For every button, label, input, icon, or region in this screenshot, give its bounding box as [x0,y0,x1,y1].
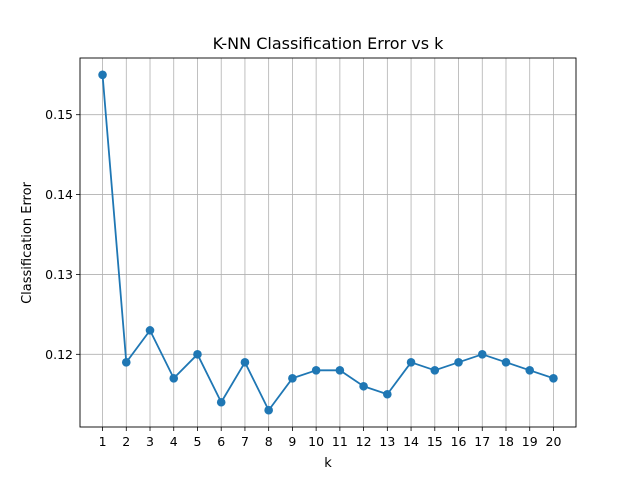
x-axis-label: k [324,456,332,471]
plot-frame [79,57,577,428]
data-point [169,373,179,383]
y-tick-label: 0.14 [45,187,73,202]
data-point [549,373,558,383]
data-point [383,389,392,399]
x-tick-label: 5 [193,434,201,449]
x-tick-label: 9 [288,434,296,449]
y-axis-label: Classification Error [20,181,35,303]
data-point [335,365,345,375]
x-tick-label: 2 [122,434,130,449]
data-point [454,358,463,367]
x-tick-label: 13 [379,434,395,449]
data-point [264,405,273,415]
data-point [501,358,511,367]
data-point [216,397,226,407]
data-point [430,365,440,375]
y-tick-label: 0.12 [45,347,73,362]
x-tick-label: 15 [427,434,443,449]
x-tick-label: 20 [546,434,562,449]
x-tick-label: 19 [522,434,538,449]
x-tick-label: 4 [170,434,178,449]
chart-title: K-NN Classification Error vs k [213,34,445,53]
x-tick-label: 7 [241,434,249,449]
x-tick-label: 3 [146,434,154,449]
x-tick-label: 16 [451,434,467,449]
data-point [98,70,107,80]
x-tick-label: 12 [356,434,372,449]
y-tick-label: 0.15 [45,107,73,122]
axis-ticks: 1 2 3 4 5 6 7 8 9 10 11 12 13 14 15 16 17 18 19 200.120.130… [45,107,561,449]
data-point [288,373,297,383]
data-point [406,358,416,367]
x-tick-label: 1 [99,434,107,449]
x-tick-label: 8 [265,434,273,449]
x-tick-label: 18 [498,434,514,449]
data-point [477,350,487,359]
x-tick-label: 14 [403,434,419,449]
x-tick-label: 11 [332,434,348,449]
data-point [121,358,131,367]
y-tick-label: 0.13 [45,267,73,282]
data-point [525,365,535,375]
x-tick-label: 10 [308,434,324,449]
data-point [311,365,321,375]
data-point [145,326,155,335]
data-point [240,358,250,367]
x-tick-label: 6 [217,434,225,449]
data-point [193,350,202,359]
data-point [359,381,368,391]
series-layer [98,70,558,415]
x-tick-label: 17 [474,434,490,449]
